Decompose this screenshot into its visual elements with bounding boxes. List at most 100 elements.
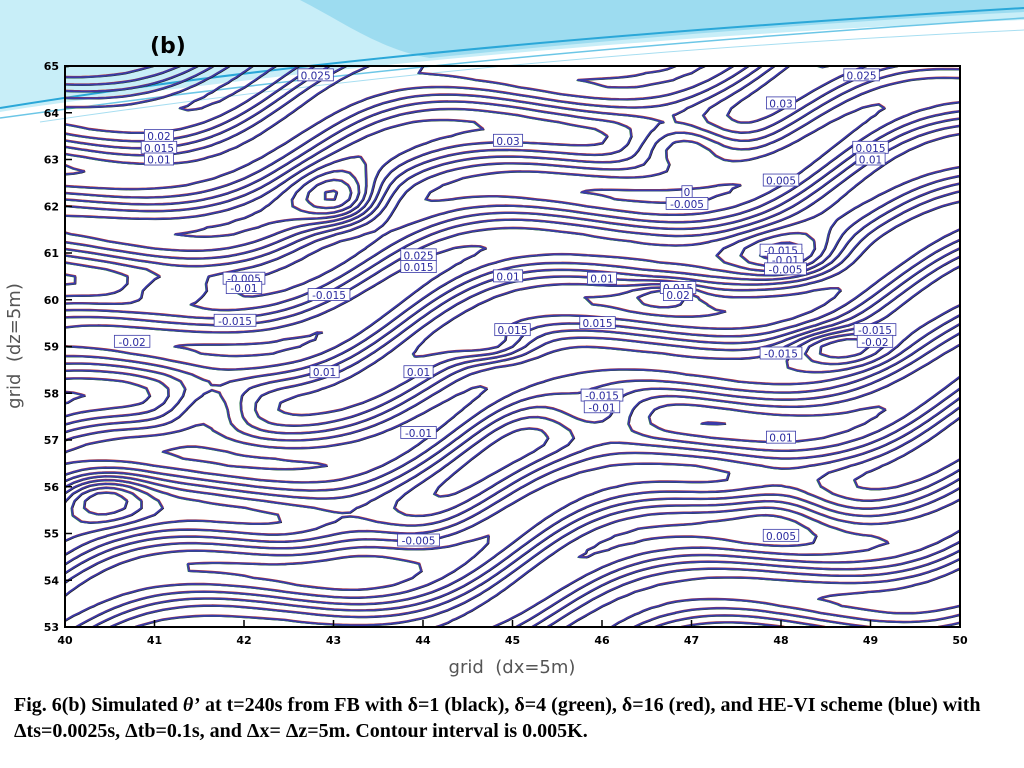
contour-label: 0.02 [666, 290, 689, 302]
contour-plot: 40 41 42 43 44 45 46 47 48 49 50 53 54 55 56 57 58 59 60 6… [4, 60, 968, 678]
contour-label: -0.02 [861, 337, 888, 349]
x-tick-label: 42 [236, 634, 251, 647]
contour-labels: 0.025 0.0250.030.030.020.0150.010.0150.01… [113, 68, 897, 548]
y-tick-label: 61 [44, 247, 59, 260]
contour-label: -0.015 [764, 349, 798, 361]
contour-label-box [766, 96, 797, 110]
contour-label: 0.015 [855, 143, 885, 155]
x-tick-label: 49 [863, 634, 878, 647]
y-tick-label: 59 [44, 341, 59, 354]
contour-label: 0.025 [301, 70, 331, 82]
contour-label: 0.02 [147, 131, 170, 143]
x-tick-label: 46 [594, 634, 610, 647]
x-tick-label: 40 [57, 634, 73, 647]
contour-label: -0.015 [312, 290, 346, 302]
contour-label: 0.01 [859, 155, 882, 167]
y-tick-label: 65 [44, 60, 59, 73]
slide-decoration [0, 0, 1024, 123]
contour-label-box [225, 281, 263, 294]
caption-prefix: Fig. 6(b) Simulated [14, 694, 183, 716]
contour-label: 0.03 [496, 136, 519, 148]
contour-label: 0.03 [769, 98, 792, 110]
contour-label: 0.025 [403, 250, 433, 262]
y-tick-label: 55 [44, 528, 59, 541]
y-tick-label: 64 [44, 107, 60, 120]
x-tick-label: 50 [952, 634, 968, 647]
contour-label-box [759, 346, 803, 360]
contour-label: -0.01 [230, 283, 257, 295]
contour-label-box [855, 152, 886, 166]
contour-label: 0.01 [590, 274, 613, 286]
swoosh-line-1 [0, 7, 1024, 109]
x-axis-ticks: 40 41 42 43 44 45 46 47 48 49 50 [57, 620, 968, 647]
panel-label: (b) [150, 34, 186, 59]
contour-label: 0.015 [403, 262, 433, 274]
contour-label: 0.015 [144, 143, 174, 155]
y-tick-label: 57 [44, 434, 59, 447]
y-tick-label: 60 [44, 294, 60, 307]
contour-label-box [400, 426, 437, 439]
y-tick-label: 56 [44, 481, 60, 494]
x-tick-label: 41 [147, 634, 162, 647]
contour-label: 0.005 [766, 531, 796, 543]
contour-label: -0.01 [588, 402, 615, 414]
caption-text: at t=240s from FB with δ=1 (black), δ=4 … [14, 694, 981, 742]
contour-label: 0.015 [497, 325, 527, 337]
contour-label: 0.01 [407, 367, 430, 379]
contour-label-box [764, 262, 807, 276]
contour-label-box [113, 334, 151, 348]
contour-label-box [663, 288, 694, 301]
contour-lines [65, 66, 960, 627]
x-axis-label: grid (dx=5m) [449, 657, 576, 678]
x-tick-label: 48 [773, 634, 788, 647]
contour-label-box [493, 269, 524, 283]
y-tick-label: 58 [44, 387, 59, 400]
contour-label: 0 [684, 187, 691, 199]
contour-label-box [665, 197, 709, 210]
contour-label: -0.02 [119, 337, 146, 349]
contour-label: -0.005 [769, 264, 803, 276]
contour-label-box [583, 400, 621, 414]
theta-symbol: θ’ [182, 694, 200, 716]
contour-label: -0.015 [218, 316, 252, 328]
x-tick-label: 45 [505, 634, 520, 647]
contour-label: 0.01 [769, 433, 792, 445]
contour-label: 0.01 [147, 155, 170, 167]
contour-label: 0.025 [847, 70, 877, 82]
figure-caption: Fig. 6(b) Simulated θ’ at t=240s from FB… [14, 692, 1004, 744]
contour-label-box [762, 173, 800, 187]
x-tick-label: 44 [415, 634, 431, 647]
x-tick-label: 43 [326, 634, 341, 647]
y-axis-ticks: 53 54 55 56 57 58 59 60 61 62 63 64 65 [44, 60, 72, 634]
swoosh-band-mid [300, 0, 1024, 58]
contour-label-box [762, 528, 800, 542]
contour-label: -0.015 [858, 325, 892, 337]
contour-label-box [397, 533, 440, 547]
contour-label-box [297, 68, 334, 82]
contour-label: 0.01 [496, 271, 519, 283]
contour-label-box [587, 271, 618, 285]
y-tick-label: 54 [44, 574, 60, 587]
contour-label-box [766, 430, 797, 444]
contour-label: -0.005 [670, 199, 704, 211]
contour-label-box [309, 365, 340, 379]
contour-label-box [494, 323, 531, 337]
contour-label-box [579, 316, 616, 330]
contour-label: -0.005 [402, 536, 436, 548]
contour-label: 0.01 [313, 367, 336, 379]
x-tick-label: 47 [684, 634, 699, 647]
contour-label-box [400, 260, 437, 273]
y-tick-label: 62 [44, 200, 59, 213]
contour-label: 0.015 [582, 318, 612, 330]
swoosh-line-3 [39, 29, 1024, 123]
contour-label-box [493, 133, 524, 147]
contour-label: 0.005 [766, 176, 796, 188]
contour-label-box [213, 313, 257, 327]
contour-label-box [307, 288, 351, 301]
y-tick-label: 53 [44, 621, 59, 634]
contour-label-box [856, 334, 894, 348]
contour-label-box [403, 365, 434, 379]
contour-label: -0.01 [405, 428, 432, 440]
contour-label: -0.015 [585, 391, 619, 403]
y-axis-label: grid (dz=5m) [4, 283, 25, 409]
